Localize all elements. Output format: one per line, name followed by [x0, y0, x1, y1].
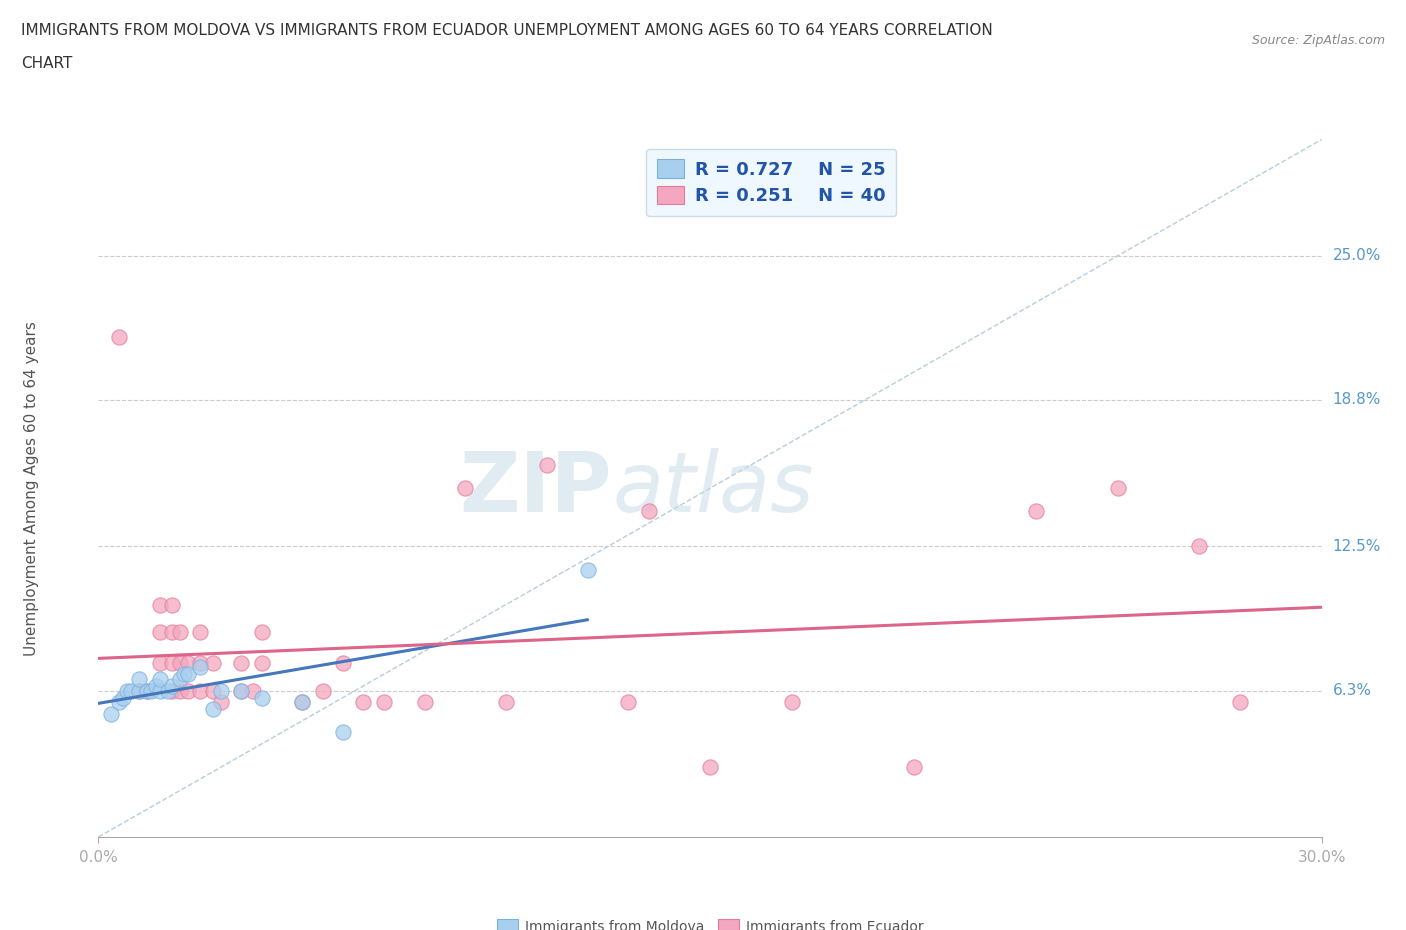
Point — [177, 655, 200, 670]
Point — [108, 695, 131, 710]
Point — [169, 625, 191, 640]
Point — [209, 695, 232, 710]
Point — [1107, 481, 1129, 496]
Point — [201, 683, 224, 698]
Text: Source: ZipAtlas.com: Source: ZipAtlas.com — [1251, 34, 1385, 47]
Point — [352, 695, 374, 710]
Point — [177, 667, 200, 682]
Text: atlas: atlas — [612, 447, 814, 529]
Point — [201, 701, 224, 716]
Point — [209, 683, 232, 698]
Point — [100, 707, 122, 722]
Point — [169, 671, 191, 686]
Point — [903, 760, 925, 775]
Point — [699, 760, 721, 775]
Text: 18.8%: 18.8% — [1333, 392, 1381, 407]
Point — [160, 679, 183, 694]
Text: IMMIGRANTS FROM MOLDOVA VS IMMIGRANTS FROM ECUADOR UNEMPLOYMENT AMONG AGES 60 TO: IMMIGRANTS FROM MOLDOVA VS IMMIGRANTS FR… — [21, 23, 993, 38]
Point — [128, 683, 150, 698]
Point — [128, 683, 150, 698]
Point — [291, 695, 314, 710]
Point — [250, 655, 273, 670]
Point — [169, 655, 191, 670]
Legend: Immigrants from Moldova, Immigrants from Ecuador: Immigrants from Moldova, Immigrants from… — [491, 913, 929, 930]
Point — [188, 683, 212, 698]
Point — [250, 625, 273, 640]
Point — [332, 655, 354, 670]
Point — [169, 683, 191, 698]
Text: 6.3%: 6.3% — [1333, 683, 1372, 698]
Text: 12.5%: 12.5% — [1333, 538, 1381, 554]
Point — [188, 655, 212, 670]
Point — [188, 660, 212, 675]
Point — [495, 695, 517, 710]
Point — [149, 597, 172, 612]
Point — [160, 625, 183, 640]
Point — [173, 667, 195, 682]
Point — [108, 330, 131, 345]
Point — [1229, 695, 1251, 710]
Point — [1025, 504, 1047, 519]
Point — [141, 683, 163, 698]
Point — [115, 683, 138, 698]
Point — [188, 625, 212, 640]
Point — [149, 671, 172, 686]
Point — [576, 562, 599, 577]
Point — [250, 690, 273, 705]
Point — [231, 655, 253, 670]
Point — [637, 504, 661, 519]
Text: 25.0%: 25.0% — [1333, 248, 1381, 263]
Point — [149, 683, 172, 698]
Point — [231, 683, 253, 698]
Point — [780, 695, 803, 710]
Point — [160, 683, 183, 698]
Text: Unemployment Among Ages 60 to 64 years: Unemployment Among Ages 60 to 64 years — [24, 321, 38, 656]
Point — [149, 655, 172, 670]
Point — [177, 683, 200, 698]
Point — [136, 683, 159, 698]
Point — [145, 679, 167, 694]
Point — [454, 481, 477, 496]
Point — [136, 683, 159, 698]
Point — [231, 683, 253, 698]
Point — [536, 458, 558, 472]
Point — [156, 683, 179, 698]
Point — [413, 695, 436, 710]
Point — [160, 597, 183, 612]
Text: CHART: CHART — [21, 56, 73, 71]
Point — [128, 671, 150, 686]
Text: ZIP: ZIP — [460, 447, 612, 529]
Point — [242, 683, 264, 698]
Point — [120, 683, 142, 698]
Point — [291, 695, 314, 710]
Point — [160, 655, 183, 670]
Point — [149, 625, 172, 640]
Point — [201, 655, 224, 670]
Point — [373, 695, 395, 710]
Point — [617, 695, 640, 710]
Point — [111, 690, 134, 705]
Point — [332, 725, 354, 740]
Point — [312, 683, 335, 698]
Point — [1188, 539, 1211, 554]
